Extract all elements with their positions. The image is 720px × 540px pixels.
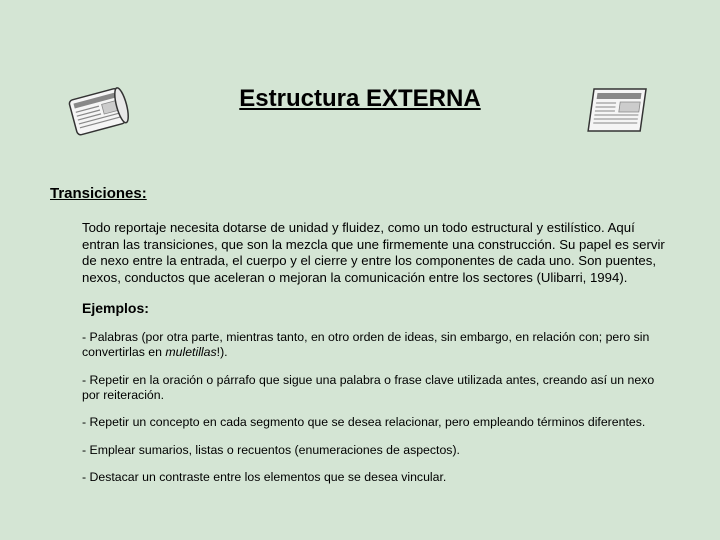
example-item: - Repetir un concepto en cada segmento q… (82, 415, 665, 430)
body-block: Todo reportaje necesita dotarse de unida… (82, 220, 665, 498)
example-prefix: - Destacar un contraste entre los elemen… (82, 470, 446, 484)
example-item: - Emplear sumarios, listas o recuentos (… (82, 443, 665, 458)
example-item: - Palabras (por otra parte, mientras tan… (82, 330, 665, 361)
examples-heading: Ejemplos: (82, 300, 665, 316)
main-paragraph: Todo reportaje necesita dotarse de unida… (82, 220, 665, 286)
example-prefix: - Repetir un concepto en cada segmento q… (82, 415, 645, 429)
page-title: Estructura EXTERNA (239, 85, 480, 113)
title-row: Estructura EXTERNA (0, 85, 720, 113)
section-heading: Transiciones: (50, 185, 147, 202)
example-suffix: !). (217, 345, 228, 359)
example-item: - Destacar un contraste entre los elemen… (82, 470, 665, 485)
example-prefix: - Emplear sumarios, listas o recuentos (… (82, 443, 460, 457)
example-prefix: - Repetir en la oración o párrafo que si… (82, 373, 654, 402)
example-item: - Repetir en la oración o párrafo que si… (82, 373, 665, 404)
example-italic: muletillas (165, 345, 216, 359)
